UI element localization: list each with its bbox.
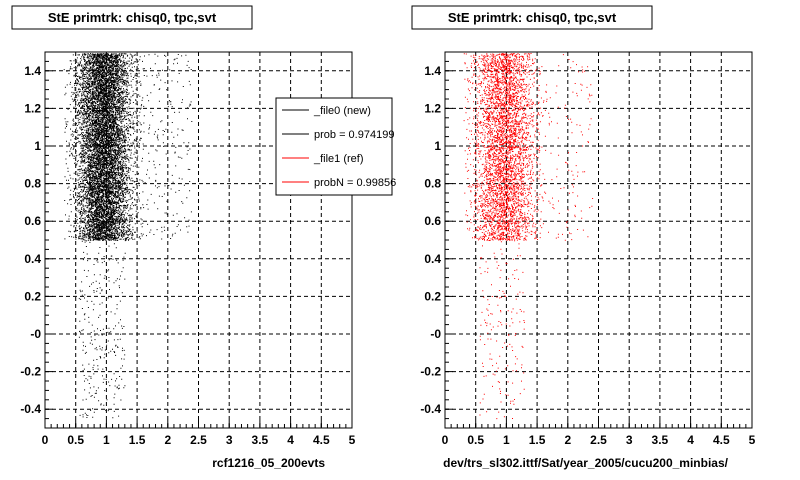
x-tick-label: 2.5 bbox=[590, 433, 607, 447]
y-tick-label: -0.2 bbox=[20, 365, 41, 379]
x-tick-label: 3.5 bbox=[652, 433, 669, 447]
legend-entry-label: prob = 0.974199 bbox=[314, 129, 394, 141]
scatter-series-ref bbox=[463, 53, 594, 420]
x-tick-label: 4 bbox=[687, 433, 694, 447]
y-tick-label: 0.4 bbox=[24, 252, 41, 266]
x-tick-label: 0.5 bbox=[67, 433, 84, 447]
y-tick-label: 0.8 bbox=[24, 177, 41, 191]
x-tick-label: 0 bbox=[42, 433, 49, 447]
right-grid bbox=[445, 52, 752, 428]
y-tick-label: 0.6 bbox=[424, 214, 441, 228]
y-tick-label: 1.4 bbox=[424, 64, 441, 78]
left-title-box: StE primtrk: chisq0, tpc,svt bbox=[11, 5, 253, 30]
y-tick-label: -0.2 bbox=[420, 365, 441, 379]
x-tick-label: 1 bbox=[103, 433, 110, 447]
x-tick-label: 5 bbox=[349, 433, 356, 447]
y-tick-label: -0.4 bbox=[20, 402, 41, 416]
left-axis-ticks: 0 0.5 1 1.5 2 2.5 3 3.5 4 4.5 5 -0.4 -0.2 -0 0.2 0.4 0.6… bbox=[20, 51, 356, 447]
legend-entry-label: _file0 (new) bbox=[313, 105, 371, 117]
x-tick-label: 3 bbox=[226, 433, 233, 447]
x-tick-label: 1 bbox=[503, 433, 510, 447]
x-tick-label: 0 bbox=[442, 433, 449, 447]
x-tick-label: 0.5 bbox=[467, 433, 484, 447]
y-tick-label: -0.4 bbox=[420, 402, 441, 416]
y-tick-label: 1.2 bbox=[424, 101, 441, 115]
right-axis-ticks: 0 0.5 1 1.5 2 2.5 3 3.5 4 4.5 5 -0.4 -0.2 -0 0.2 0.4 0.6… bbox=[420, 51, 756, 447]
left-chart-title: StE primtrk: chisq0, tpc,svt bbox=[48, 10, 217, 25]
x-tick-label: 4.5 bbox=[313, 433, 330, 447]
y-tick-label: 1 bbox=[434, 139, 441, 153]
y-tick-label: 0.2 bbox=[24, 289, 41, 303]
right-footer-label: dev/trs_sl302.ittf/Sat/year_2005/cucu200… bbox=[443, 456, 728, 470]
right-chart-title: StE primtrk: chisq0, tpc,svt bbox=[448, 10, 617, 25]
x-tick-label: 4 bbox=[287, 433, 294, 447]
legend-box bbox=[275, 97, 393, 196]
left-scatter-points bbox=[63, 53, 193, 419]
y-tick-label: 0.4 bbox=[424, 252, 441, 266]
y-tick-label: 1.2 bbox=[24, 101, 41, 115]
x-tick-label: 3.5 bbox=[252, 433, 269, 447]
y-tick-label: 1 bbox=[34, 139, 41, 153]
x-tick-label: 4.5 bbox=[713, 433, 730, 447]
x-tick-label: 5 bbox=[749, 433, 756, 447]
right-plot-frame bbox=[444, 51, 753, 429]
y-tick-label: 0.8 bbox=[424, 177, 441, 191]
y-tick-label: 1.4 bbox=[24, 64, 41, 78]
left-legend: _file0 (new) prob = 0.974199 _file1 (ref) p… bbox=[275, 97, 396, 196]
left-footer-label: rcf1216_05_200evts bbox=[212, 456, 325, 470]
right-panel: StE primtrk: chisq0, tpc,svt 0 0.5 1 1.5 2 2.… bbox=[411, 5, 756, 470]
y-tick-label: -0 bbox=[30, 327, 41, 341]
legend-entry-label: probN = 0.99856 bbox=[314, 177, 396, 189]
legend-entry-label: _file1 (ref) bbox=[313, 153, 364, 165]
x-tick-label: 2.5 bbox=[190, 433, 207, 447]
x-tick-label: 3 bbox=[626, 433, 633, 447]
y-tick-label: 0.2 bbox=[424, 289, 441, 303]
y-tick-label: -0 bbox=[430, 327, 441, 341]
right-scatter-points bbox=[463, 53, 594, 420]
y-tick-label: 0.6 bbox=[24, 214, 41, 228]
right-title-box: StE primtrk: chisq0, tpc,svt bbox=[411, 5, 653, 30]
scatter-series-new bbox=[63, 53, 193, 419]
x-tick-label: 1.5 bbox=[129, 433, 146, 447]
x-tick-label: 2 bbox=[164, 433, 171, 447]
x-tick-label: 1.5 bbox=[529, 433, 546, 447]
x-tick-label: 2 bbox=[564, 433, 571, 447]
left-panel: StE primtrk: chisq0, tpc,svt 0 0.5 1 1.5 2 2.… bbox=[11, 5, 396, 470]
